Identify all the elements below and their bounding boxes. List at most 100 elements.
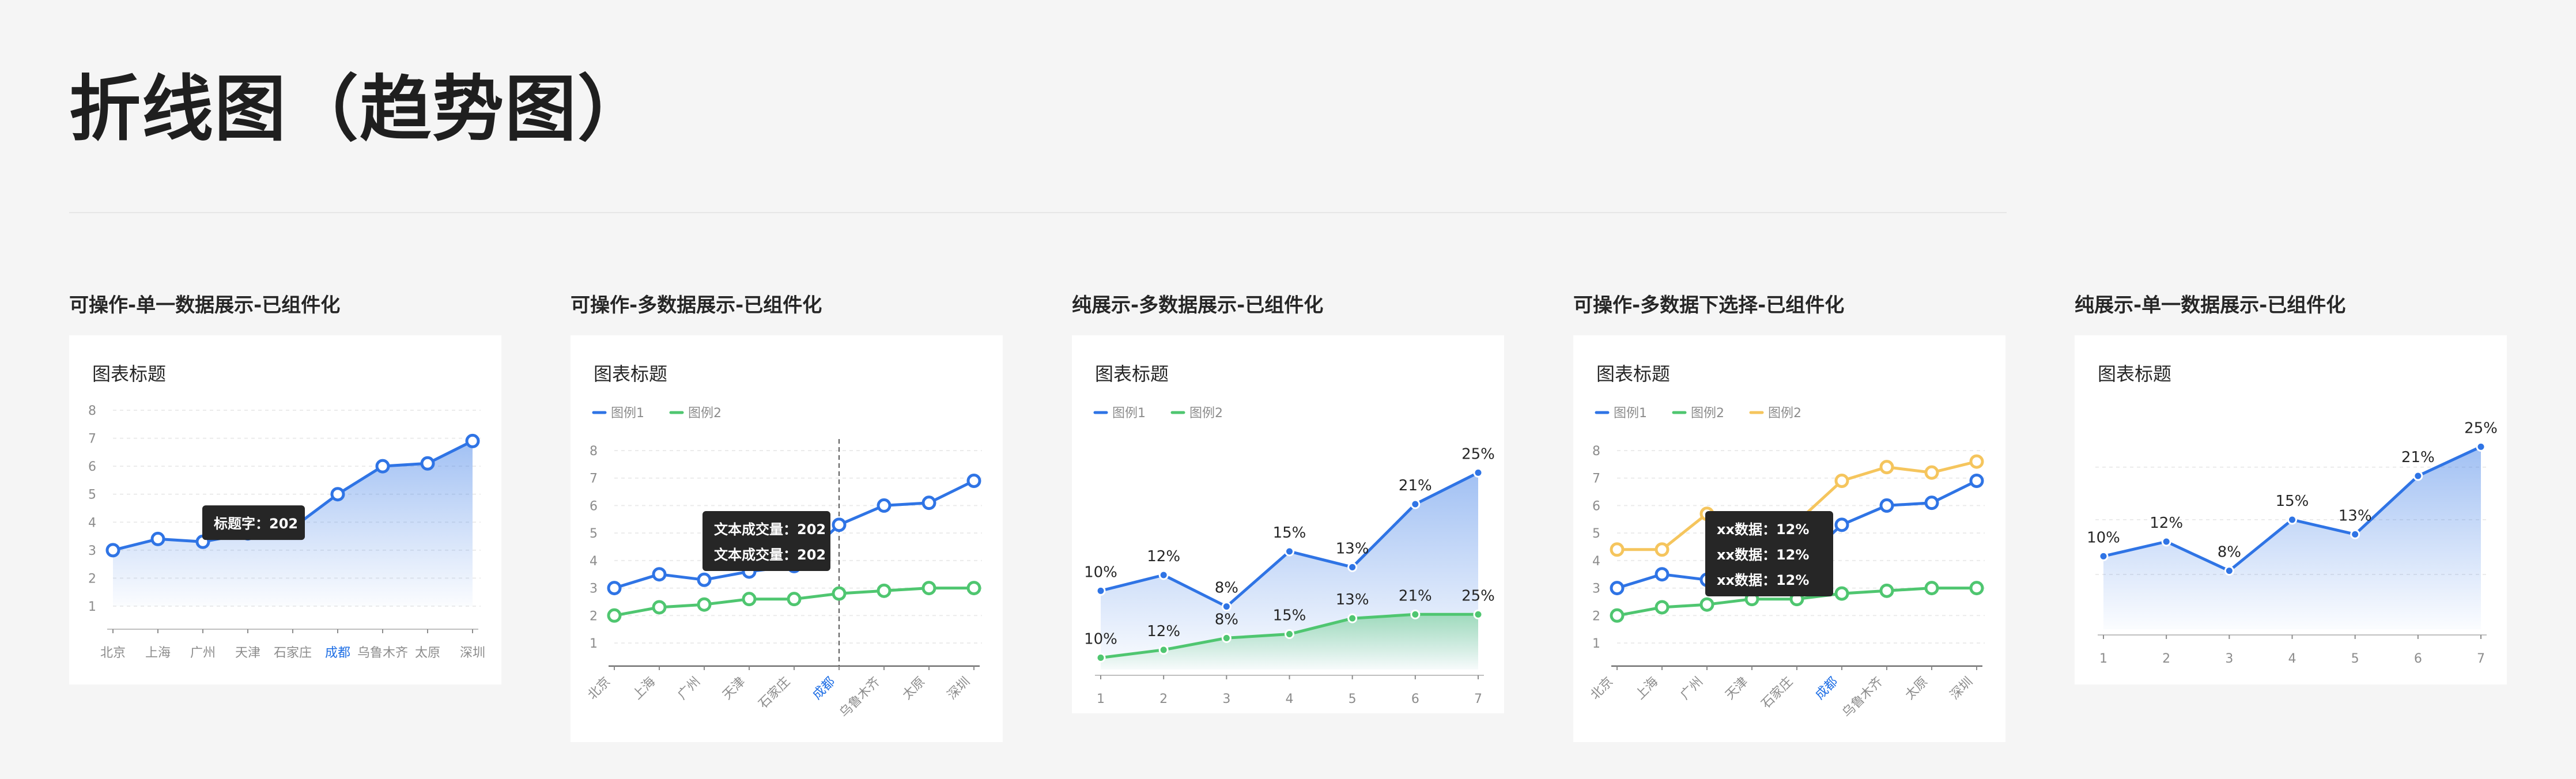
x-tick-label: 1 <box>1097 692 1105 706</box>
tooltip: 文本成交量：202 文本成交量：202 <box>702 510 830 571</box>
data-point <box>1221 633 1232 643</box>
data-point <box>1347 613 1358 623</box>
y-tick-label: 3 <box>88 544 96 558</box>
x-tick-label: 北京 <box>585 675 613 703</box>
section-title: 可操作-多数据展示-已组件化 <box>571 294 822 317</box>
data-point <box>607 608 622 623</box>
data-point <box>607 581 622 596</box>
x-tick-label: 2 <box>1159 692 1168 706</box>
chart-svg: 1 2 3 4 5 6 7 8 北京 上海 广州 天津 石家庄 成都 乌鲁木齐 太原 深圳 标题字：202 <box>88 404 485 660</box>
data-point <box>921 581 936 596</box>
chart-card: 图表标题 图例1 图例2 1 2 3 4 5 6 7 8 北京 上海 广州 天津 石家庄 成都 乌鲁木齐 太原 深圳 文… <box>571 335 1003 742</box>
x-tick-label: 成都 <box>1812 675 1841 703</box>
data-label: 8% <box>1215 580 1238 597</box>
data-point <box>330 487 345 502</box>
y-tick-label: 1 <box>88 600 96 614</box>
legend-item: 图例2 <box>669 406 722 421</box>
tooltip-text: xx数据：12% <box>1717 547 1809 563</box>
data-label: 21% <box>2401 449 2435 466</box>
data-point <box>652 600 667 615</box>
data-label: 15% <box>1273 524 1306 542</box>
legend-item: 图例2 <box>1170 406 1223 421</box>
x-tick-label: 3 <box>1222 692 1230 706</box>
data-point <box>1096 653 1106 663</box>
legend-label: 图例1 <box>611 406 644 421</box>
data-point <box>1158 570 1169 580</box>
y-tick-label: 4 <box>1592 554 1600 569</box>
legend-item: 图例2 <box>1749 406 1801 421</box>
data-point <box>1285 546 1294 557</box>
tooltip-text: 文本成交量：202 <box>714 521 826 538</box>
data-point <box>1924 496 1939 510</box>
data-point <box>1699 597 1714 612</box>
section-title: 纯展示-多数据展示-已组件化 <box>1072 294 1324 317</box>
x-tick-label: 广州 <box>190 646 216 660</box>
y-tick-label: 6 <box>590 499 598 513</box>
data-point <box>420 456 435 471</box>
data-label: 15% <box>2276 493 2309 510</box>
page-title: 折线图（趋势图） <box>69 68 651 151</box>
tooltip-bg <box>202 505 305 540</box>
x-tick-label: 石家庄 <box>274 646 312 660</box>
data-point <box>1655 600 1670 615</box>
legend-item: 图例1 <box>592 406 644 421</box>
data-point <box>1879 460 1894 475</box>
chart-card: 图表标题 1 2 3 4 5 6 7 10% 12% 8% 15% 13% 21% 25% <box>2075 335 2507 685</box>
y-tick-label: 7 <box>590 472 598 486</box>
tooltip-text: 标题字：202 <box>214 516 298 532</box>
data-label: 13% <box>1336 591 1369 608</box>
data-point <box>1834 473 1849 488</box>
series-area <box>113 441 473 606</box>
data-point <box>1969 454 1984 469</box>
data-label: 13% <box>1336 540 1369 557</box>
data-label: 8% <box>2218 544 2241 561</box>
x-tick-label: 4 <box>1286 692 1294 706</box>
x-tick-label: 广州 <box>675 675 703 703</box>
legend-label: 图例2 <box>1691 406 1724 421</box>
data-point <box>1473 467 1483 478</box>
data-label: 12% <box>1147 623 1180 640</box>
tooltip-bg <box>702 510 830 571</box>
data-point <box>1610 608 1625 623</box>
data-label: 21% <box>1399 587 1432 604</box>
data-point <box>832 517 847 532</box>
legend-item: 图例1 <box>1093 406 1146 421</box>
data-point <box>1834 517 1849 532</box>
data-point <box>697 572 712 587</box>
tooltip: xx数据：12% xx数据：12% xx数据：12% <box>1705 510 1833 596</box>
data-point <box>1473 609 1483 619</box>
data-label: 10% <box>2087 529 2120 546</box>
data-point <box>1655 567 1670 582</box>
data-point <box>375 459 390 474</box>
x-tick-label: 1 <box>2099 652 2107 666</box>
data-point <box>877 498 892 513</box>
data-point <box>2098 551 2109 561</box>
y-tick-label: 5 <box>88 488 96 502</box>
y-tick-label: 2 <box>590 609 598 623</box>
chart-card: 图表标题 图例1 图例2 图例2 1 2 3 4 5 6 7 8 北京 上海 广州 天津 石家庄 成都 乌鲁木齐 太原… <box>1573 335 2005 742</box>
chart-title: 图表标题 <box>594 363 668 385</box>
x-tick-label: 北京 <box>100 646 126 660</box>
data-label: 13% <box>2339 507 2372 524</box>
x-tick-label: 6 <box>2414 652 2422 666</box>
y-tick-label: 7 <box>88 432 96 447</box>
data-point <box>966 473 981 488</box>
x-tick-label: 上海 <box>1633 675 1661 703</box>
y-tick-label: 1 <box>590 637 598 651</box>
x-tick-label: 上海 <box>145 646 171 660</box>
data-point <box>1096 585 1106 596</box>
x-tick-label: 5 <box>2351 652 2359 666</box>
x-tick-label: 成都 <box>810 675 838 703</box>
x-tick-label: 天津 <box>720 675 748 703</box>
tooltip-text: xx数据：12% <box>1717 572 1809 588</box>
title-divider <box>69 212 2007 213</box>
tooltip-text: 文本成交量：202 <box>714 547 826 563</box>
data-point <box>105 543 120 558</box>
legend-item: 图例1 <box>1595 406 1647 421</box>
chart-card: 图表标题 图例1 图例2 1 2 3 4 5 6 7 10% 12% 8% 15% 13% 21% 25% 10%… <box>1072 335 1504 713</box>
data-point <box>652 567 667 582</box>
y-tick-label: 4 <box>590 554 598 569</box>
data-point <box>1610 542 1625 557</box>
data-point <box>1834 586 1849 601</box>
